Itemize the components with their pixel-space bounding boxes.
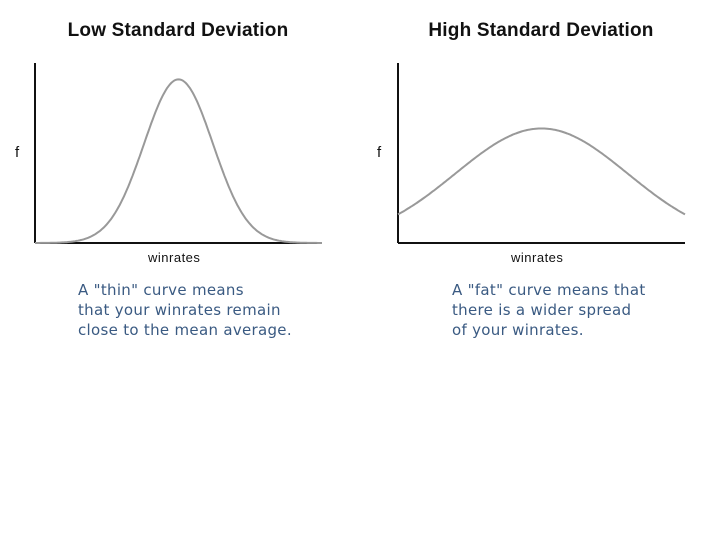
annotation-line: close to the mean average. [78,321,292,339]
plot-area [397,63,686,244]
chart-title: Low Standard Deviation [67,20,289,41]
annotation-line: there is a wider spread [452,301,632,319]
annotation-line: A "fat" curve means that [452,281,646,299]
x-axis-label: winrates [148,250,201,265]
annotation: A "thin" curve means that your winrates … [78,280,292,340]
annotation: A "fat" curve means that there is a wide… [452,280,646,340]
x-axis-label: winrates [511,250,564,265]
distribution-curve [397,127,686,216]
chart-title: High Standard Deviation [428,20,654,41]
chart-panel-low-sd: Low Standard Deviation f winrates A "thi… [15,20,322,340]
y-axis-label: f [15,144,20,161]
distribution-curve [35,78,322,244]
annotation-line: of your winrates. [452,321,584,339]
plot-area [34,63,322,244]
y-axis-label: f [377,144,382,161]
annotation-line: A "thin" curve means [78,281,244,299]
annotation-line: that your winrates remain [78,301,281,319]
chart-panel-high-sd: High Standard Deviation f winrates A "fa… [360,0,720,540]
